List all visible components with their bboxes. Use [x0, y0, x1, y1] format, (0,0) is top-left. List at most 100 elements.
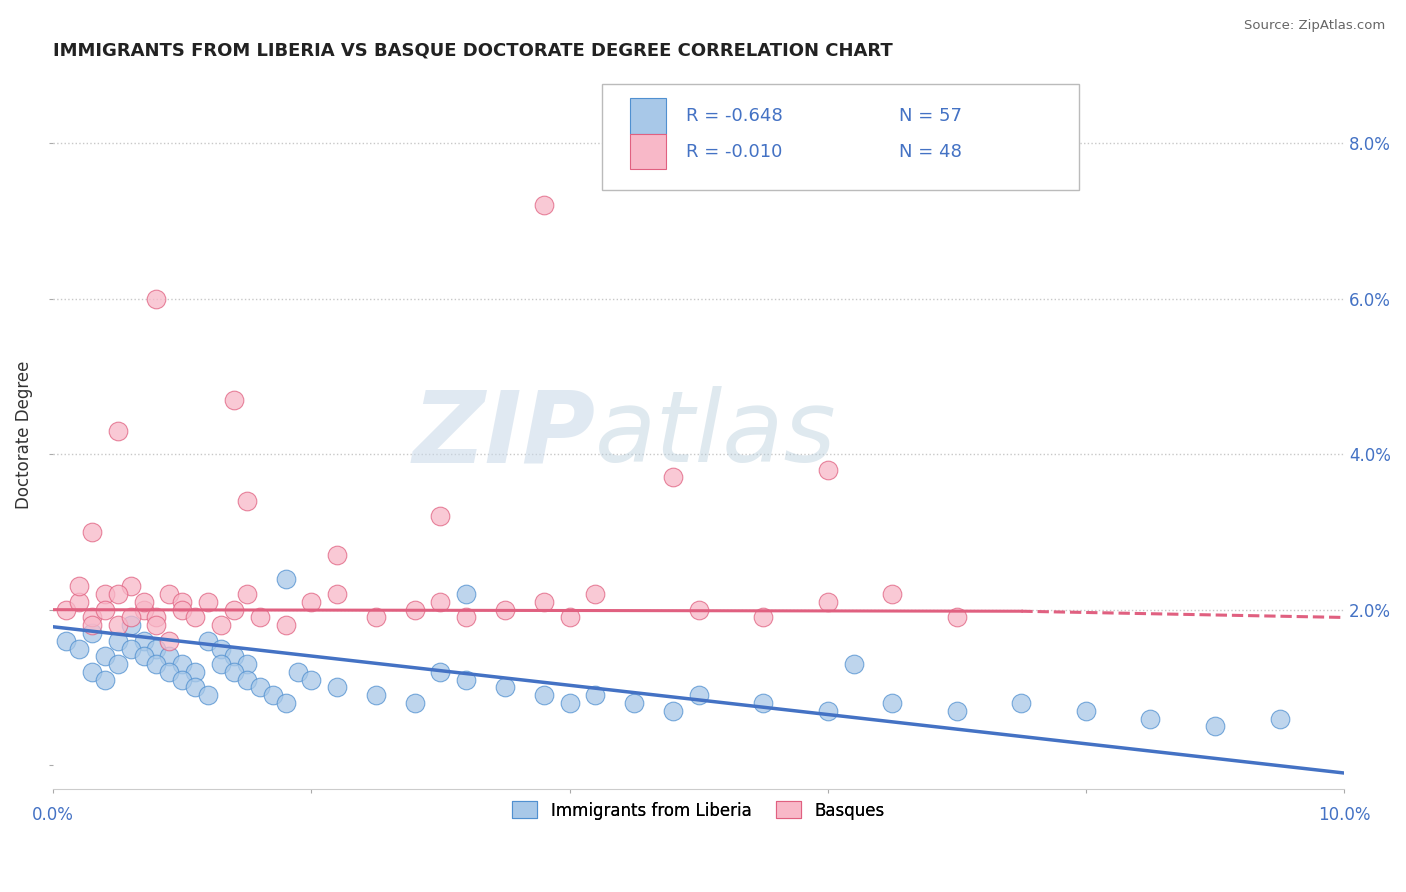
Y-axis label: Doctorate Degree: Doctorate Degree — [15, 360, 32, 508]
Point — [94, 587, 117, 601]
Text: ZIP: ZIP — [412, 386, 595, 483]
Point — [172, 595, 194, 609]
Point — [67, 595, 90, 609]
Point — [583, 688, 606, 702]
Point — [364, 688, 387, 702]
Text: Source: ZipAtlas.com: Source: ZipAtlas.com — [1244, 19, 1385, 31]
Point — [456, 587, 478, 601]
Point — [145, 657, 167, 672]
Point — [67, 579, 90, 593]
Point — [404, 696, 426, 710]
Point — [533, 198, 555, 212]
Point — [120, 610, 142, 624]
Point — [209, 657, 232, 672]
Point — [132, 633, 155, 648]
Point — [817, 704, 839, 718]
Point — [1204, 719, 1226, 733]
Bar — [630, 98, 666, 134]
Point — [533, 595, 555, 609]
Point — [249, 681, 271, 695]
Point — [623, 696, 645, 710]
Point — [120, 641, 142, 656]
Point — [236, 657, 259, 672]
Point — [817, 463, 839, 477]
Text: 10.0%: 10.0% — [1317, 806, 1371, 824]
Point — [184, 665, 207, 679]
Point — [145, 610, 167, 624]
Point — [326, 548, 349, 562]
Point — [236, 673, 259, 687]
Point — [494, 681, 516, 695]
Point — [107, 424, 129, 438]
Point — [157, 633, 180, 648]
Point — [946, 610, 969, 624]
Point — [197, 633, 219, 648]
Point — [80, 610, 103, 624]
Point — [132, 595, 155, 609]
Point — [842, 657, 865, 672]
Point — [157, 665, 180, 679]
FancyBboxPatch shape — [602, 85, 1080, 191]
Point — [456, 673, 478, 687]
Point — [236, 587, 259, 601]
Point — [1139, 712, 1161, 726]
Point — [404, 602, 426, 616]
Point — [80, 665, 103, 679]
Point — [197, 595, 219, 609]
Point — [662, 704, 685, 718]
Point — [172, 673, 194, 687]
Point — [132, 602, 155, 616]
Point — [882, 696, 904, 710]
Point — [583, 587, 606, 601]
Point — [107, 633, 129, 648]
Point — [662, 470, 685, 484]
Point — [172, 602, 194, 616]
Legend: Immigrants from Liberia, Basques: Immigrants from Liberia, Basques — [506, 795, 891, 826]
Point — [299, 673, 322, 687]
Point — [184, 681, 207, 695]
Point — [558, 610, 581, 624]
Text: N = 48: N = 48 — [898, 143, 962, 161]
Point — [752, 696, 775, 710]
Text: N = 57: N = 57 — [898, 107, 962, 125]
Text: atlas: atlas — [595, 386, 837, 483]
Point — [1074, 704, 1097, 718]
Point — [249, 610, 271, 624]
Point — [274, 618, 297, 632]
Point — [752, 610, 775, 624]
Point — [299, 595, 322, 609]
Point — [688, 602, 710, 616]
Point — [107, 587, 129, 601]
Point — [946, 704, 969, 718]
Point — [107, 657, 129, 672]
Point — [429, 665, 451, 679]
Point — [145, 641, 167, 656]
Point — [429, 595, 451, 609]
Point — [533, 688, 555, 702]
Point — [157, 587, 180, 601]
Point — [688, 688, 710, 702]
Point — [326, 587, 349, 601]
Point — [494, 602, 516, 616]
Point — [80, 524, 103, 539]
Point — [157, 649, 180, 664]
Point — [429, 509, 451, 524]
Point — [145, 618, 167, 632]
Point — [1268, 712, 1291, 726]
Point — [132, 649, 155, 664]
Point — [55, 602, 77, 616]
Point — [222, 602, 245, 616]
Point — [364, 610, 387, 624]
Point — [222, 665, 245, 679]
Point — [209, 618, 232, 632]
Point — [882, 587, 904, 601]
Point — [94, 649, 117, 664]
Text: R = -0.648: R = -0.648 — [686, 107, 783, 125]
Point — [80, 618, 103, 632]
Point — [80, 626, 103, 640]
Point — [326, 681, 349, 695]
Point — [236, 493, 259, 508]
Point — [107, 618, 129, 632]
Point — [558, 696, 581, 710]
Point — [209, 641, 232, 656]
